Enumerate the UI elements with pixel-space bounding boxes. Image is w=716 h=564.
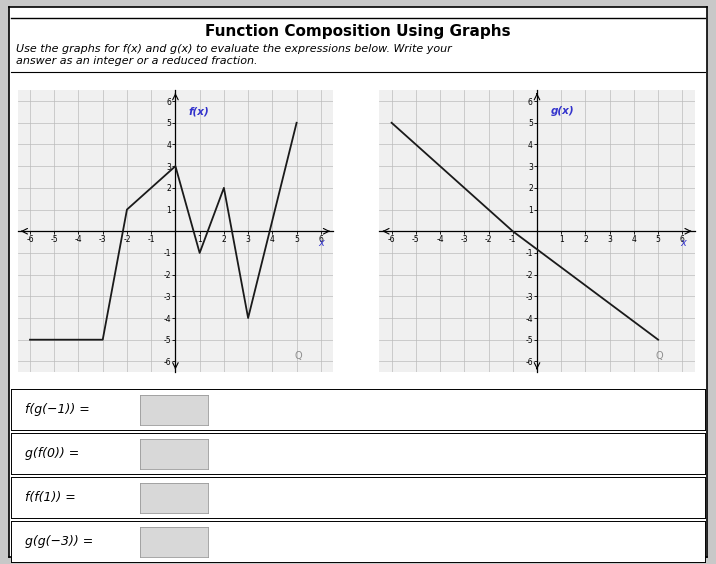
Text: Q: Q <box>294 351 301 361</box>
Text: f(x): f(x) <box>189 106 210 116</box>
Text: g(g(−3)) =: g(g(−3)) = <box>24 535 93 548</box>
Text: Q: Q <box>656 351 663 361</box>
Text: Use the graphs for f(x) and g(x) to evaluate the expressions below. Write your: Use the graphs for f(x) and g(x) to eval… <box>16 44 452 54</box>
Text: Function Composition Using Graphs: Function Composition Using Graphs <box>205 24 511 39</box>
Text: x: x <box>319 239 324 248</box>
Text: f(f(1)) =: f(f(1)) = <box>24 491 75 504</box>
Text: answer as an integer or a reduced fraction.: answer as an integer or a reduced fracti… <box>16 56 257 67</box>
Text: f(g(−1)) =: f(g(−1)) = <box>24 403 90 416</box>
Text: g(x): g(x) <box>551 106 574 116</box>
Text: x: x <box>680 239 686 248</box>
Text: g(f(0)) =: g(f(0)) = <box>24 447 79 460</box>
